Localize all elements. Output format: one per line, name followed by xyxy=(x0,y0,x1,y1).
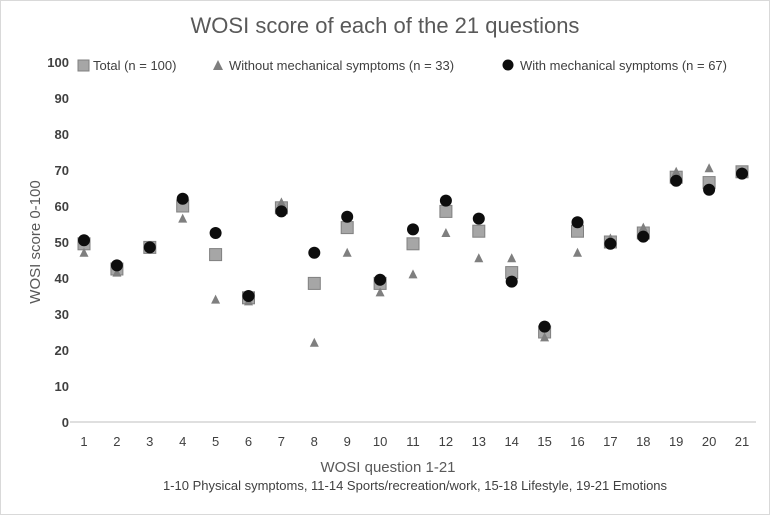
x-tick-label: 7 xyxy=(278,434,285,449)
y-tick-label: 20 xyxy=(55,343,69,358)
x-axis-ticks: 1 2 3 4 5 6 7 8 9 10 11 12 13 14 15 16 17 18 19 20 21 xyxy=(80,434,749,449)
x-tick-label: 19 xyxy=(669,434,683,449)
data-point-total xyxy=(209,248,223,262)
data-point-with-mechanical xyxy=(407,223,419,236)
data-point-without-mechanical xyxy=(79,247,89,257)
data-point-with-mechanical xyxy=(472,212,485,225)
x-axis-category-note: 1-10 Physical symptoms, 11-14 Sports/rec… xyxy=(163,478,668,493)
y-tick-label: 60 xyxy=(55,199,69,214)
data-point-with-mechanical xyxy=(78,234,90,247)
x-tick-label: 9 xyxy=(344,434,351,449)
data-series xyxy=(77,163,749,347)
data-point-with-mechanical xyxy=(505,275,518,288)
data-point-with-mechanical xyxy=(110,259,123,272)
x-tick-label: 20 xyxy=(702,434,716,449)
data-point-without-mechanical xyxy=(408,269,418,279)
x-tick-label: 10 xyxy=(373,434,387,449)
data-point-total xyxy=(439,204,453,218)
data-point-without-mechanical xyxy=(671,166,681,176)
y-axis-ticks: 0 10 20 30 40 50 60 70 80 90 100 xyxy=(47,55,69,430)
x-tick-label: 3 xyxy=(146,434,153,449)
data-point-without-mechanical xyxy=(178,213,188,223)
x-tick-label: 13 xyxy=(472,434,486,449)
x-tick-label: 21 xyxy=(735,434,749,449)
chart-title: WOSI score of each of the 21 questions xyxy=(191,13,580,38)
data-point-with-mechanical xyxy=(703,183,716,196)
data-point-without-mechanical xyxy=(441,228,451,237)
x-tick-label: 2 xyxy=(113,434,120,449)
data-point-without-mechanical xyxy=(276,197,286,207)
data-point-with-mechanical xyxy=(341,210,354,223)
data-point-with-mechanical xyxy=(571,216,584,229)
data-point-with-mechanical xyxy=(143,241,156,254)
data-point-without-mechanical xyxy=(573,247,582,257)
x-tick-label: 6 xyxy=(245,434,252,449)
x-tick-label: 1 xyxy=(80,434,87,449)
x-tick-label: 4 xyxy=(179,434,186,449)
data-point-total xyxy=(406,237,420,251)
data-point-with-mechanical xyxy=(637,230,650,243)
x-axis-label: WOSI question 1-21 xyxy=(320,459,455,476)
legend-marker-with xyxy=(502,59,514,71)
data-point-without-mechanical xyxy=(375,287,385,297)
legend-label-without: Without mechanical symptoms (n = 33) xyxy=(229,58,454,73)
data-point-with-mechanical xyxy=(670,174,683,187)
legend-marker-total xyxy=(77,59,90,72)
y-tick-label: 10 xyxy=(55,379,69,394)
series-group xyxy=(78,167,748,333)
y-tick-label: 40 xyxy=(55,271,69,286)
data-point-without-mechanical xyxy=(309,337,319,347)
y-tick-label: 80 xyxy=(55,127,69,142)
data-point-with-mechanical xyxy=(308,246,321,259)
data-point-without-mechanical xyxy=(540,332,550,342)
x-tick-label: 15 xyxy=(537,434,551,449)
data-point-without-mechanical xyxy=(342,247,352,257)
data-point-without-mechanical xyxy=(638,222,648,232)
data-point-without-mechanical xyxy=(474,253,484,263)
y-tick-label: 100 xyxy=(47,55,69,70)
y-axis-label: WOSI score 0-100 xyxy=(27,180,44,303)
legend-marker-without xyxy=(213,60,223,70)
data-point-with-mechanical xyxy=(604,237,617,250)
y-tick-label: 50 xyxy=(55,235,69,250)
legend: Total (n = 100) Without mechanical sympt… xyxy=(77,58,727,73)
legend-label-with: With mechanical symptoms (n = 67) xyxy=(520,58,727,73)
x-tick-label: 18 xyxy=(636,434,650,449)
x-tick-label: 8 xyxy=(311,434,318,449)
data-point-without-mechanical xyxy=(507,253,517,263)
x-tick-label: 5 xyxy=(212,434,219,449)
data-point-without-mechanical xyxy=(704,163,714,173)
data-point-with-mechanical xyxy=(275,205,288,218)
x-tick-label: 17 xyxy=(603,434,617,449)
data-point-with-mechanical xyxy=(374,273,387,286)
data-point-with-mechanical xyxy=(439,194,452,207)
data-point-total xyxy=(472,224,486,238)
data-point-with-mechanical xyxy=(242,290,255,302)
y-tick-label: 70 xyxy=(55,163,69,178)
data-point-without-mechanical xyxy=(211,294,221,304)
data-point-with-mechanical xyxy=(209,227,222,239)
data-point-without-mechanical xyxy=(112,267,122,277)
data-point-with-mechanical xyxy=(176,192,189,205)
x-tick-label: 12 xyxy=(439,434,453,449)
x-tick-label: 16 xyxy=(570,434,584,449)
y-tick-label: 0 xyxy=(62,415,69,430)
data-point-with-mechanical xyxy=(538,320,551,333)
data-point-total xyxy=(340,221,354,235)
legend-label-total: Total (n = 100) xyxy=(93,58,176,73)
y-tick-label: 30 xyxy=(55,307,69,322)
x-tick-label: 11 xyxy=(406,434,420,449)
data-point-total xyxy=(307,276,321,290)
x-tick-label: 14 xyxy=(504,434,518,449)
y-tick-label: 90 xyxy=(55,91,69,106)
data-point-with-mechanical xyxy=(736,167,748,180)
